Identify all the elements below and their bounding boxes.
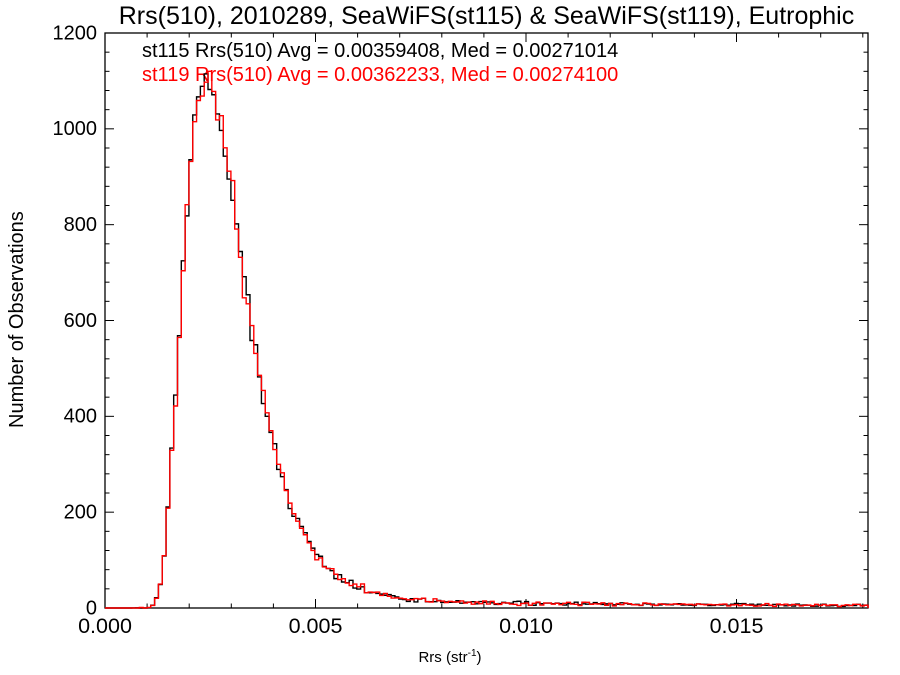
svg-text:600: 600 — [64, 310, 97, 332]
svg-text:1200: 1200 — [53, 22, 98, 44]
svg-text:800: 800 — [64, 214, 97, 236]
svg-text:0: 0 — [86, 597, 97, 619]
svg-text:0.010: 0.010 — [499, 614, 553, 638]
svg-text:0.015: 0.015 — [710, 614, 764, 638]
svg-text:400: 400 — [64, 406, 97, 428]
svg-text:1000: 1000 — [53, 118, 98, 140]
svg-text:0.005: 0.005 — [289, 614, 343, 638]
svg-text:200: 200 — [64, 501, 97, 523]
